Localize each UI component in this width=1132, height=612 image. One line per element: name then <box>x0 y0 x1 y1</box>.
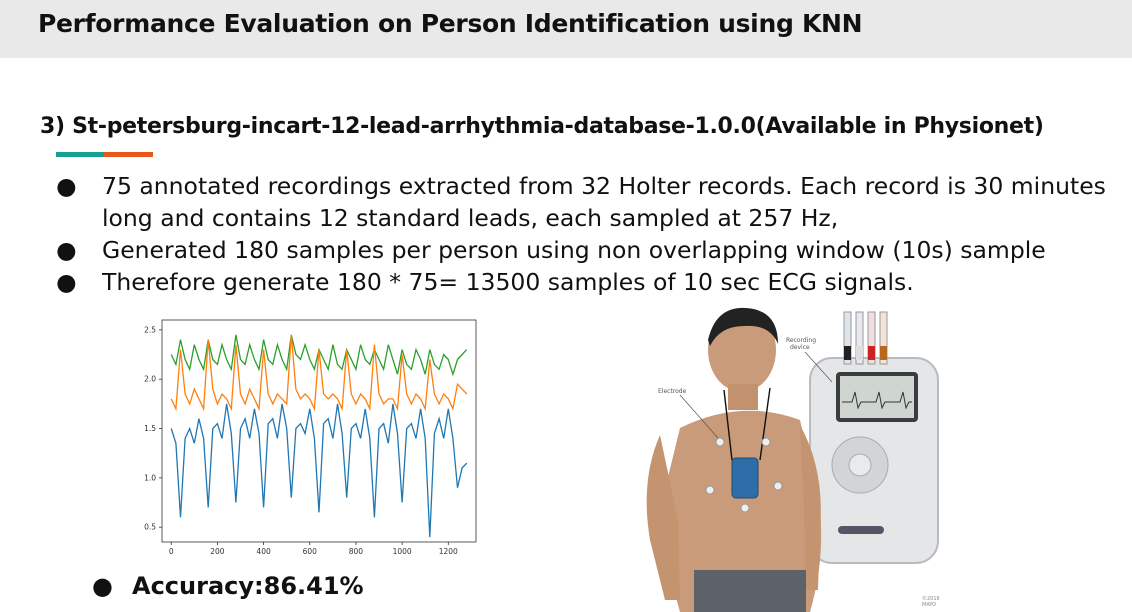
slide-header: Performance Evaluation on Person Identif… <box>0 0 1132 58</box>
recording-device-icon <box>809 311 939 564</box>
bullet-item: ● 75 annotated recordings extracted from… <box>56 170 1126 234</box>
bullet-item: ● Therefore generate 180 * 75= 13500 sam… <box>56 266 1126 298</box>
accuracy-text: Accuracy:86.41% <box>132 572 364 600</box>
y-tick-label: 2.0 <box>144 375 156 384</box>
ecg-chart: 0 200 400 600 800 1000 1200 0.5 1.0 1.5 2.0 2.5 <box>128 316 480 560</box>
bullet-dot: ● <box>56 172 77 200</box>
x-tick-label: 1000 <box>393 547 412 556</box>
x-tick-label: 1200 <box>439 547 458 556</box>
copyright-year: ©2016 <box>922 595 940 602</box>
bullet-dot: ● <box>56 268 77 296</box>
y-tick-label: 1.0 <box>144 473 156 482</box>
label-recording: Recording <box>786 337 816 344</box>
series-line-1 <box>170 334 468 412</box>
label-electrode: Electrode <box>658 388 687 395</box>
section-title: 3) St-petersburg-incart-12-lead-arrhythm… <box>40 114 1044 139</box>
x-tick-label: 0 <box>169 547 174 556</box>
bullet-text: Therefore generate 180 * 75= 13500 sampl… <box>102 268 914 296</box>
holter-monitor-illustration: Recording device Electrode ©2016 MAYO <box>646 307 940 612</box>
x-tick-label: 600 <box>303 547 318 556</box>
bullet-dot: ● <box>56 236 77 264</box>
copyright-org: MAYO <box>922 602 936 608</box>
ecg-chart-svg: 0 200 400 600 800 1000 1200 0.5 1.0 1.5 2.0 2.5 <box>144 319 477 556</box>
slide-title: Performance Evaluation on Person Identif… <box>38 9 863 38</box>
accuracy-bullet: ● Accuracy:86.41% <box>92 572 364 600</box>
y-tick-label: 1.5 <box>144 424 156 433</box>
bullet-item: ● Generated 180 samples per person using… <box>56 234 1126 266</box>
x-tick-label: 800 <box>349 547 364 556</box>
label-device: device <box>790 344 810 351</box>
series-line-2 <box>170 403 468 538</box>
y-tick-label: 0.5 <box>144 523 156 532</box>
bullet-dot: ● <box>92 572 113 600</box>
x-tick-label: 200 <box>210 547 225 556</box>
title-underline-teal <box>56 152 104 157</box>
bullet-text: Generated 180 samples per person using n… <box>102 236 1046 264</box>
x-tick-label: 400 <box>256 547 271 556</box>
y-tick-label: 2.5 <box>144 325 156 334</box>
title-underline-orange <box>104 152 153 157</box>
bullet-text: 75 annotated recordings extracted from 3… <box>102 172 1106 232</box>
person-icon <box>646 307 822 612</box>
bullet-list: ● 75 annotated recordings extracted from… <box>56 170 1126 298</box>
